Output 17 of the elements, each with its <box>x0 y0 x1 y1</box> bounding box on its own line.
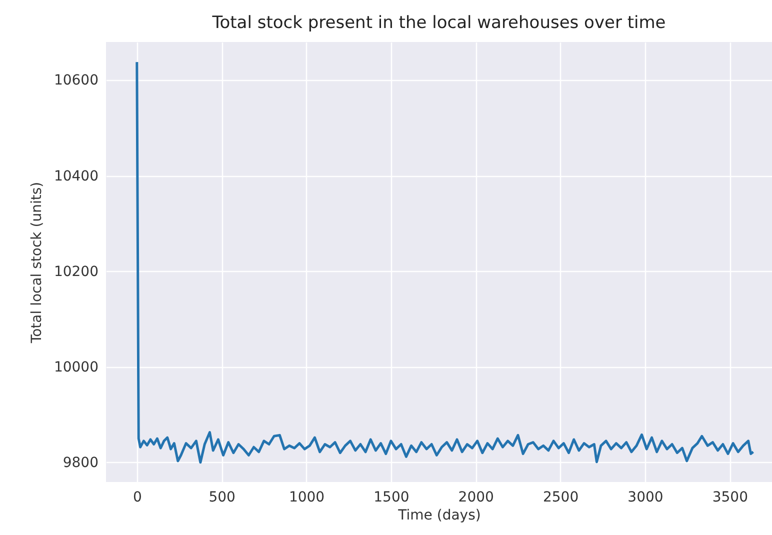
x-axis-title: Time (days) <box>397 508 481 524</box>
x-tick-label: 3000 <box>628 490 664 506</box>
x-tick-label: 500 <box>208 490 236 506</box>
x-tick-label: 2500 <box>542 490 579 506</box>
y-axis-title: Total local stock (units) <box>28 182 45 344</box>
chart-title: Total stock present in the local warehouses over time <box>211 13 666 33</box>
x-tick-label: 0 <box>132 490 142 506</box>
x-tick-label: 3500 <box>712 490 748 506</box>
y-tick-label: 9800 <box>62 454 98 471</box>
y-tick-label: 10600 <box>54 72 98 89</box>
line-series <box>136 60 754 464</box>
x-tick-label: 1500 <box>374 490 410 506</box>
y-tick-label: 10000 <box>54 359 98 376</box>
y-tick-label: 10200 <box>54 264 98 280</box>
x-tick-label: 1000 <box>288 490 325 506</box>
y-tick-label: 10400 <box>54 168 98 184</box>
x-tick-label: 2000 <box>458 490 494 506</box>
